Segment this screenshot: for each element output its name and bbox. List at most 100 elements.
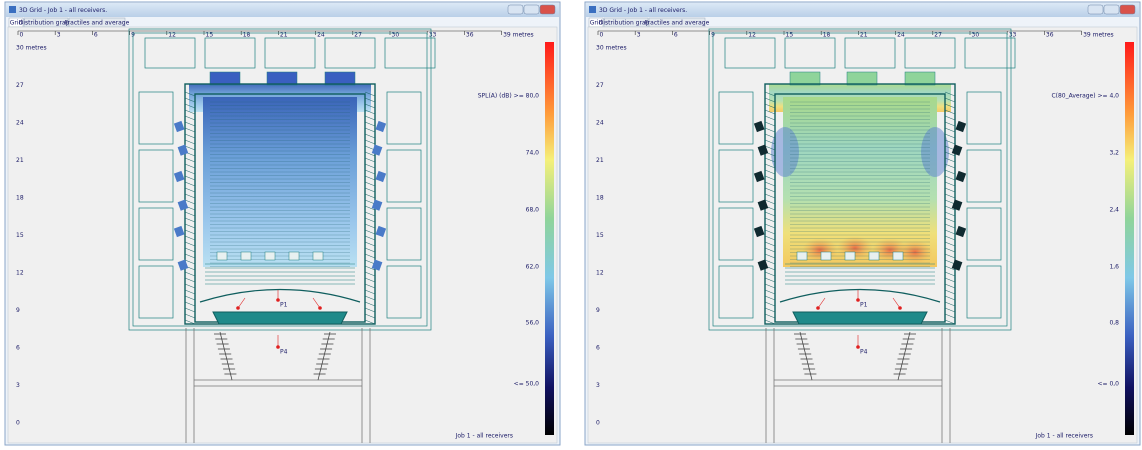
ruler-label: 27	[934, 32, 942, 39]
y-axis-label: 15	[596, 232, 604, 239]
minimize-button[interactable]	[1088, 5, 1103, 14]
scale-label: 1,6	[1109, 264, 1119, 271]
window: 3D Grid - Job 1 - all receivers.GridDist…	[585, 2, 1140, 445]
y-axis-label: 12	[596, 270, 604, 277]
receiver-label: P1	[860, 302, 868, 309]
stage-riser	[893, 252, 903, 260]
scale-label: 68,0	[526, 207, 540, 214]
scale-label: 74,0	[526, 150, 540, 157]
ruler-label: 3	[57, 32, 61, 39]
y-axis-label: 6	[596, 345, 600, 352]
ruler-label: 36	[466, 32, 474, 39]
window-icon	[589, 6, 596, 13]
stage-riser	[217, 252, 227, 260]
ruler-label: 24	[897, 32, 905, 39]
ceiling-box	[210, 72, 240, 85]
stage-riser	[265, 252, 275, 260]
stage-riser	[797, 252, 807, 260]
scale-label: 56,0	[526, 320, 540, 327]
ceiling-box	[905, 72, 935, 85]
ruler-label: 15	[786, 32, 794, 39]
y-axis-label: 21	[16, 157, 24, 164]
receiver-label: P1	[280, 302, 288, 309]
y-axis-label: 18	[596, 195, 604, 202]
screenshot: 3D Grid - Job 1 - all receivers.GridDist…	[0, 0, 1142, 450]
ruler-label: 6	[674, 32, 678, 39]
ruler-label: 3	[637, 32, 641, 39]
scale-label: C(80_Average) >= 4,0	[1051, 93, 1119, 100]
footer-label: Job 1 - all receivers	[1035, 433, 1093, 440]
stage-riser	[241, 252, 251, 260]
ceiling-box	[847, 72, 877, 85]
ruler-label: 21	[860, 32, 868, 39]
ruler-label: 30	[392, 32, 400, 39]
window-title: 3D Grid - Job 1 - all receivers.	[19, 7, 107, 14]
window: 3D Grid - Job 1 - all receivers.GridDist…	[5, 2, 560, 445]
ceiling-box	[790, 72, 820, 85]
receiver-label: P4	[860, 349, 868, 356]
y-axis-label: 15	[16, 232, 24, 239]
hot-spot	[802, 238, 838, 262]
color-scale	[1125, 42, 1134, 435]
y-axis-label: 3	[596, 382, 600, 389]
tab-label: Fractiles and average	[65, 19, 130, 26]
heat-area	[203, 97, 357, 267]
y-axis-label: 6	[16, 345, 20, 352]
stage-riser	[289, 252, 299, 260]
ruler-label: 39 metres	[1083, 32, 1114, 39]
maximize-button[interactable]	[1104, 5, 1119, 14]
ruler-label: 18	[823, 32, 831, 39]
scale-label: 2,4	[1109, 207, 1119, 214]
stage-riser	[313, 252, 323, 260]
stage-riser	[869, 252, 879, 260]
close-button[interactable]	[1120, 5, 1135, 14]
scale-label: <= 50,0	[514, 381, 540, 388]
y-axis-label: 30 metres	[16, 45, 47, 52]
receiver-label: P4	[280, 349, 288, 356]
ruler-label: 27	[354, 32, 362, 39]
minimize-button[interactable]	[508, 5, 523, 14]
ceiling-box	[267, 72, 297, 85]
ruler-label: 36	[1046, 32, 1054, 39]
ruler-label: 0	[20, 32, 24, 39]
y-axis-label: 3	[16, 382, 20, 389]
footer-label: Job 1 - all receivers	[455, 433, 513, 440]
ruler-label: 33	[429, 32, 437, 39]
ceiling-box	[325, 72, 355, 85]
ruler-label: 30	[972, 32, 980, 39]
scale-label: 3,2	[1109, 150, 1119, 157]
scale-label: 62,0	[526, 264, 540, 271]
scale-label: SPL(A) (dB) >= 80,0	[478, 93, 539, 100]
maximize-button[interactable]	[524, 5, 539, 14]
y-axis-label: 12	[16, 270, 24, 277]
y-axis-label: 30 metres	[596, 45, 627, 52]
tab-label: Fractiles and average	[645, 19, 710, 26]
scale-label: 0,8	[1109, 320, 1119, 327]
pit	[793, 312, 927, 324]
color-scale	[545, 42, 554, 435]
y-axis-label: 9	[16, 307, 20, 314]
ruler-label: 21	[280, 32, 288, 39]
ruler-label: 12	[748, 32, 756, 39]
ruler-label: 39 metres	[503, 32, 534, 39]
y-axis-label: 0	[16, 420, 20, 427]
y-axis-label: 27	[596, 82, 604, 89]
ruler-label: 6	[94, 32, 98, 39]
ruler-label: 0	[600, 32, 604, 39]
ruler-label: 18	[243, 32, 251, 39]
ruler-label: 12	[168, 32, 176, 39]
y-axis-label: 27	[16, 82, 24, 89]
y-axis-label: 21	[596, 157, 604, 164]
stage-riser	[821, 252, 831, 260]
window-icon	[9, 6, 16, 13]
stage-riser	[845, 252, 855, 260]
ruler-label: 33	[1009, 32, 1017, 39]
window-title: 3D Grid - Job 1 - all receivers.	[599, 7, 687, 14]
y-axis-label: 18	[16, 195, 24, 202]
scale-label: <= 0,0	[1097, 381, 1119, 388]
y-axis-label: 24	[596, 120, 604, 127]
y-axis-label: 9	[596, 307, 600, 314]
close-button[interactable]	[540, 5, 555, 14]
pit	[213, 312, 347, 324]
ruler-label: 15	[206, 32, 214, 39]
